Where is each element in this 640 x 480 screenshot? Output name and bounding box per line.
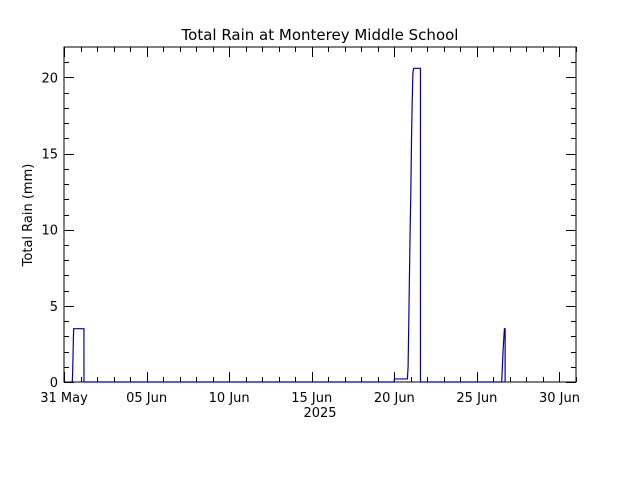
y-tick-label: 15 [41, 148, 58, 163]
x-tick-label: 20 Jun [374, 391, 415, 406]
x-axis-label: 2025 [303, 406, 336, 421]
y-axis-label: Total Rain (mm) [21, 164, 36, 268]
x-tick-label: 15 Jun [291, 391, 332, 406]
x-tick-label: 10 Jun [209, 391, 250, 406]
x-tick-label: 31 May [40, 391, 88, 406]
chart-title: Total Rain at Monterey Middle School [181, 26, 459, 44]
y-tick-label: 0 [50, 376, 58, 391]
x-tick-label: 25 Jun [456, 391, 497, 406]
x-tick-label: 30 Jun [539, 391, 580, 406]
axis-ticks [64, 47, 577, 383]
y-tick-label: 10 [41, 224, 58, 239]
rain-series-line [71, 67, 506, 383]
y-tick-labels: 0 5 10 15 20 [41, 71, 58, 391]
plot-frame [63, 46, 577, 383]
y-tick-label: 20 [41, 71, 58, 86]
x-tick-labels: 31 May 05 Jun 10 Jun 15 Jun 20 Jun 25 Jun 30 J… [40, 391, 580, 406]
y-tick-label: 5 [50, 300, 58, 315]
x-tick-label: 05 Jun [126, 391, 167, 406]
